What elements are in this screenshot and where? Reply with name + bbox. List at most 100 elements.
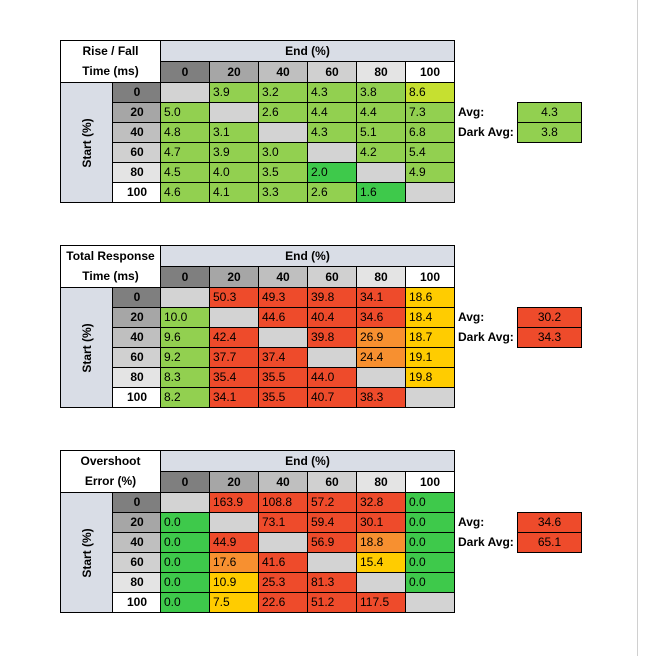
row-header: 80 — [112, 162, 162, 183]
empty-cell — [258, 532, 308, 553]
value-cell: 2.6 — [258, 102, 308, 123]
value-cell: 59.4 — [307, 512, 357, 533]
column-header: 100 — [405, 61, 455, 83]
value-cell: 37.7 — [209, 347, 259, 368]
empty-cell — [209, 102, 259, 123]
value-cell: 3.2 — [258, 82, 308, 103]
value-cell: 5.1 — [356, 122, 406, 143]
value-cell: 108.8 — [258, 492, 308, 513]
start-axis-label: Start (%) — [80, 528, 94, 578]
row-header: 0 — [112, 492, 162, 513]
value-cell: 35.4 — [209, 367, 259, 388]
value-cell: 6.8 — [405, 122, 455, 143]
table-title: Overshoot Error (%) — [60, 450, 161, 493]
end-axis-label: End (%) — [160, 450, 455, 472]
value-cell: 0.0 — [405, 492, 455, 513]
value-cell: 35.5 — [258, 367, 308, 388]
empty-cell — [258, 122, 308, 143]
column-header: 80 — [356, 61, 406, 83]
column-header: 0 — [160, 471, 210, 493]
value-cell: 9.6 — [160, 327, 210, 348]
start-axis-label: Start (%) — [80, 323, 94, 373]
value-cell: 7.3 — [405, 102, 455, 123]
value-cell: 3.0 — [258, 142, 308, 163]
value-cell: 40.7 — [307, 387, 357, 408]
value-cell: 4.7 — [160, 142, 210, 163]
row-header: 20 — [112, 102, 162, 123]
value-cell: 39.8 — [307, 327, 357, 348]
column-header: 80 — [356, 266, 406, 288]
column-header: 20 — [209, 471, 259, 493]
value-cell: 117.5 — [356, 592, 406, 613]
value-cell: 40.4 — [307, 307, 357, 328]
value-cell: 10.9 — [209, 572, 259, 593]
column-header: 20 — [209, 61, 259, 83]
row-header: 100 — [112, 592, 162, 613]
value-cell: 4.9 — [405, 162, 455, 183]
dark-avg-label: Dark Avg: — [458, 330, 514, 344]
value-cell: 34.1 — [209, 387, 259, 408]
value-cell: 39.8 — [307, 287, 357, 308]
row-header: 100 — [112, 182, 162, 203]
value-cell: 19.8 — [405, 367, 455, 388]
empty-cell — [356, 367, 406, 388]
value-cell: 4.3 — [307, 82, 357, 103]
value-cell: 3.8 — [356, 82, 406, 103]
column-header: 60 — [307, 61, 357, 83]
row-header: 40 — [112, 122, 162, 143]
empty-cell — [307, 552, 357, 573]
row-header: 40 — [112, 532, 162, 553]
empty-cell — [160, 82, 210, 103]
value-cell: 4.2 — [356, 142, 406, 163]
column-header: 100 — [405, 266, 455, 288]
avg-value: 34.6 — [517, 512, 582, 533]
value-cell: 42.4 — [209, 327, 259, 348]
row-header: 60 — [112, 142, 162, 163]
value-cell: 4.4 — [307, 102, 357, 123]
value-cell: 34.6 — [356, 307, 406, 328]
value-cell: 24.4 — [356, 347, 406, 368]
empty-cell — [209, 307, 259, 328]
column-header: 60 — [307, 471, 357, 493]
row-header: 100 — [112, 387, 162, 408]
column-header: 40 — [258, 61, 308, 83]
value-cell: 0.0 — [160, 592, 210, 613]
value-cell: 18.8 — [356, 532, 406, 553]
value-cell: 17.6 — [209, 552, 259, 573]
value-cell: 7.5 — [209, 592, 259, 613]
dark-avg-value: 3.8 — [517, 122, 582, 143]
avg-value: 4.3 — [517, 102, 582, 123]
value-cell: 44.0 — [307, 367, 357, 388]
empty-cell — [356, 572, 406, 593]
value-cell: 8.3 — [160, 367, 210, 388]
value-cell: 2.0 — [307, 162, 357, 183]
start-axis-box: Start (%) — [60, 492, 113, 613]
empty-cell — [405, 182, 455, 203]
row-header: 0 — [112, 82, 162, 103]
value-cell: 18.6 — [405, 287, 455, 308]
row-header: 80 — [112, 367, 162, 388]
row-header: 20 — [112, 307, 162, 328]
value-cell: 57.2 — [307, 492, 357, 513]
column-header: 80 — [356, 471, 406, 493]
value-cell: 44.9 — [209, 532, 259, 553]
value-cell: 22.6 — [258, 592, 308, 613]
value-cell: 4.3 — [307, 122, 357, 143]
column-header: 40 — [258, 471, 308, 493]
value-cell: 0.0 — [405, 572, 455, 593]
value-cell: 38.3 — [356, 387, 406, 408]
empty-cell — [405, 387, 455, 408]
start-axis-label: Start (%) — [80, 118, 94, 168]
value-cell: 50.3 — [209, 287, 259, 308]
value-cell: 4.5 — [160, 162, 210, 183]
value-cell: 10.0 — [160, 307, 210, 328]
value-cell: 3.3 — [258, 182, 308, 203]
value-cell: 0.0 — [160, 552, 210, 573]
row-header: 80 — [112, 572, 162, 593]
table-title-line2: Time (ms) — [82, 64, 139, 78]
value-cell: 4.0 — [209, 162, 259, 183]
value-cell: 35.5 — [258, 387, 308, 408]
avg-label: Avg: — [458, 515, 485, 529]
column-header: 0 — [160, 61, 210, 83]
value-cell: 0.0 — [160, 512, 210, 533]
